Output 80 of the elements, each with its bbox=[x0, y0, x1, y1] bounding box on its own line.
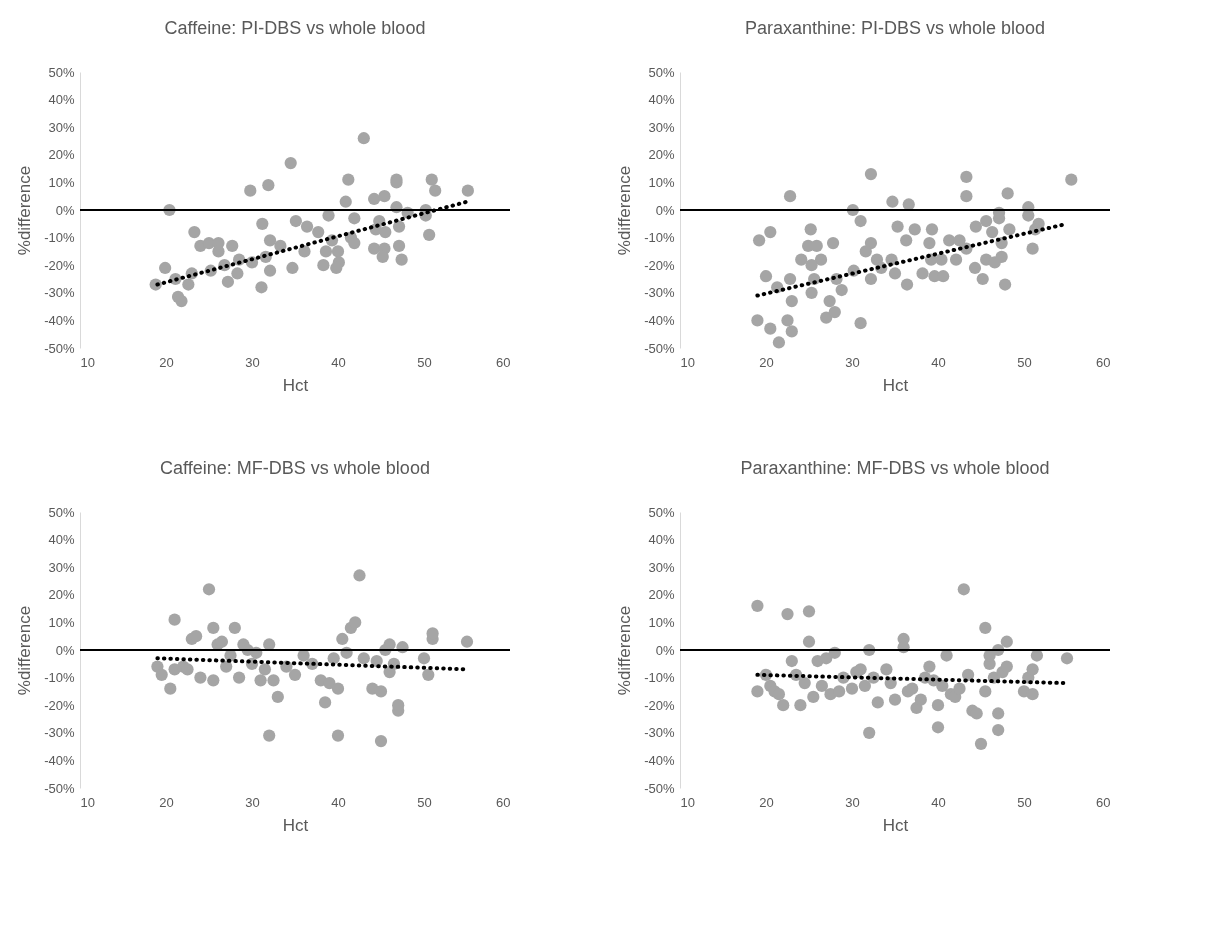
y-tick-label: -40% bbox=[44, 312, 75, 328]
x-tick-label: 20 bbox=[759, 794, 774, 810]
x-tick-label: 60 bbox=[1096, 354, 1111, 370]
x-tick-label: 50 bbox=[417, 794, 432, 810]
y-tick-label: 40% bbox=[48, 532, 75, 548]
y-tick-label: 40% bbox=[648, 532, 675, 548]
y-tick-label: 20% bbox=[648, 147, 675, 163]
x-tick-label: 60 bbox=[1096, 794, 1111, 810]
x-tick-label: 30 bbox=[245, 794, 260, 810]
y-tick-label: -20% bbox=[644, 697, 675, 713]
y-tick-label: 40% bbox=[48, 92, 75, 108]
y-tick-label: 50% bbox=[48, 504, 75, 520]
chart-title: Caffeine: MF-DBS vs whole blood bbox=[160, 458, 430, 478]
y-tick-label: 50% bbox=[48, 64, 75, 80]
x-tick-label: 40 bbox=[931, 354, 946, 370]
y-tick-label: 20% bbox=[48, 587, 75, 603]
x-tick-label: 10 bbox=[680, 794, 695, 810]
y-tick-label: 0% bbox=[55, 642, 75, 658]
x-tick-label: 40 bbox=[331, 354, 346, 370]
y-tick-label: 0% bbox=[55, 202, 75, 218]
chart-title: Paraxanthine: MF-DBS vs whole blood bbox=[740, 458, 1050, 478]
x-tick-label: 20 bbox=[159, 794, 174, 810]
x-axis-title: Hct bbox=[282, 815, 309, 835]
x-tick-label: 10 bbox=[80, 794, 95, 810]
y-tick-label: 30% bbox=[48, 559, 75, 575]
y-axis-title: %difference bbox=[15, 165, 35, 256]
y-tick-label: 30% bbox=[48, 119, 75, 135]
y-tick-label: 30% bbox=[648, 119, 675, 135]
y-axis-title: %difference bbox=[615, 605, 635, 696]
y-axis-title: %difference bbox=[615, 165, 635, 256]
y-tick-label: -40% bbox=[644, 312, 675, 328]
y-tick-label: -20% bbox=[644, 257, 675, 273]
y-tick-label: -40% bbox=[644, 752, 675, 768]
y-tick-label: -20% bbox=[44, 257, 75, 273]
y-tick-label: 0% bbox=[655, 642, 675, 658]
y-tick-label: -30% bbox=[44, 285, 75, 301]
y-tick-label: -10% bbox=[44, 230, 75, 246]
y-axis-title: %difference bbox=[15, 605, 35, 696]
x-axis-title: Hct bbox=[882, 375, 909, 395]
x-tick-label: 30 bbox=[245, 354, 260, 370]
y-tick-label: 10% bbox=[648, 614, 675, 630]
y-tick-label: 10% bbox=[48, 174, 75, 190]
x-tick-label: 60 bbox=[496, 354, 511, 370]
y-tick-label: -30% bbox=[644, 285, 675, 301]
x-axis-title: Hct bbox=[882, 815, 909, 835]
y-tick-label: 0% bbox=[655, 202, 675, 218]
y-tick-label: 10% bbox=[648, 174, 675, 190]
y-tick-label: 10% bbox=[48, 614, 75, 630]
x-tick-label: 40 bbox=[931, 794, 946, 810]
x-tick-label: 50 bbox=[1017, 794, 1032, 810]
y-tick-label: 20% bbox=[48, 147, 75, 163]
y-tick-label: -50% bbox=[44, 780, 75, 796]
y-tick-label: -20% bbox=[44, 697, 75, 713]
chart-title: Paraxanthine: PI-DBS vs whole blood bbox=[744, 18, 1046, 38]
x-tick-label: 10 bbox=[680, 354, 695, 370]
x-axis-title: Hct bbox=[282, 375, 309, 395]
y-tick-label: -50% bbox=[644, 340, 675, 356]
y-tick-label: -50% bbox=[44, 340, 75, 356]
x-tick-label: 40 bbox=[331, 794, 346, 810]
y-tick-label: 20% bbox=[648, 587, 675, 603]
y-tick-label: 50% bbox=[648, 504, 675, 520]
y-tick-label: 30% bbox=[648, 559, 675, 575]
chart-title: Caffeine: PI-DBS vs whole blood bbox=[164, 18, 426, 38]
x-tick-label: 30 bbox=[845, 354, 860, 370]
y-tick-label: -50% bbox=[644, 780, 675, 796]
x-tick-label: 10 bbox=[80, 354, 95, 370]
x-tick-label: 20 bbox=[159, 354, 174, 370]
y-tick-label: -10% bbox=[644, 230, 675, 246]
y-tick-label: -30% bbox=[644, 725, 675, 741]
x-tick-label: 50 bbox=[1017, 354, 1032, 370]
y-tick-label: -30% bbox=[44, 725, 75, 741]
y-tick-label: -10% bbox=[644, 670, 675, 686]
x-tick-label: 60 bbox=[496, 794, 511, 810]
y-tick-label: -10% bbox=[44, 670, 75, 686]
y-tick-label: 50% bbox=[648, 64, 675, 80]
x-tick-label: 20 bbox=[759, 354, 774, 370]
y-tick-label: -40% bbox=[44, 752, 75, 768]
x-tick-label: 30 bbox=[845, 794, 860, 810]
y-tick-label: 40% bbox=[648, 92, 675, 108]
x-tick-label: 50 bbox=[417, 354, 432, 370]
